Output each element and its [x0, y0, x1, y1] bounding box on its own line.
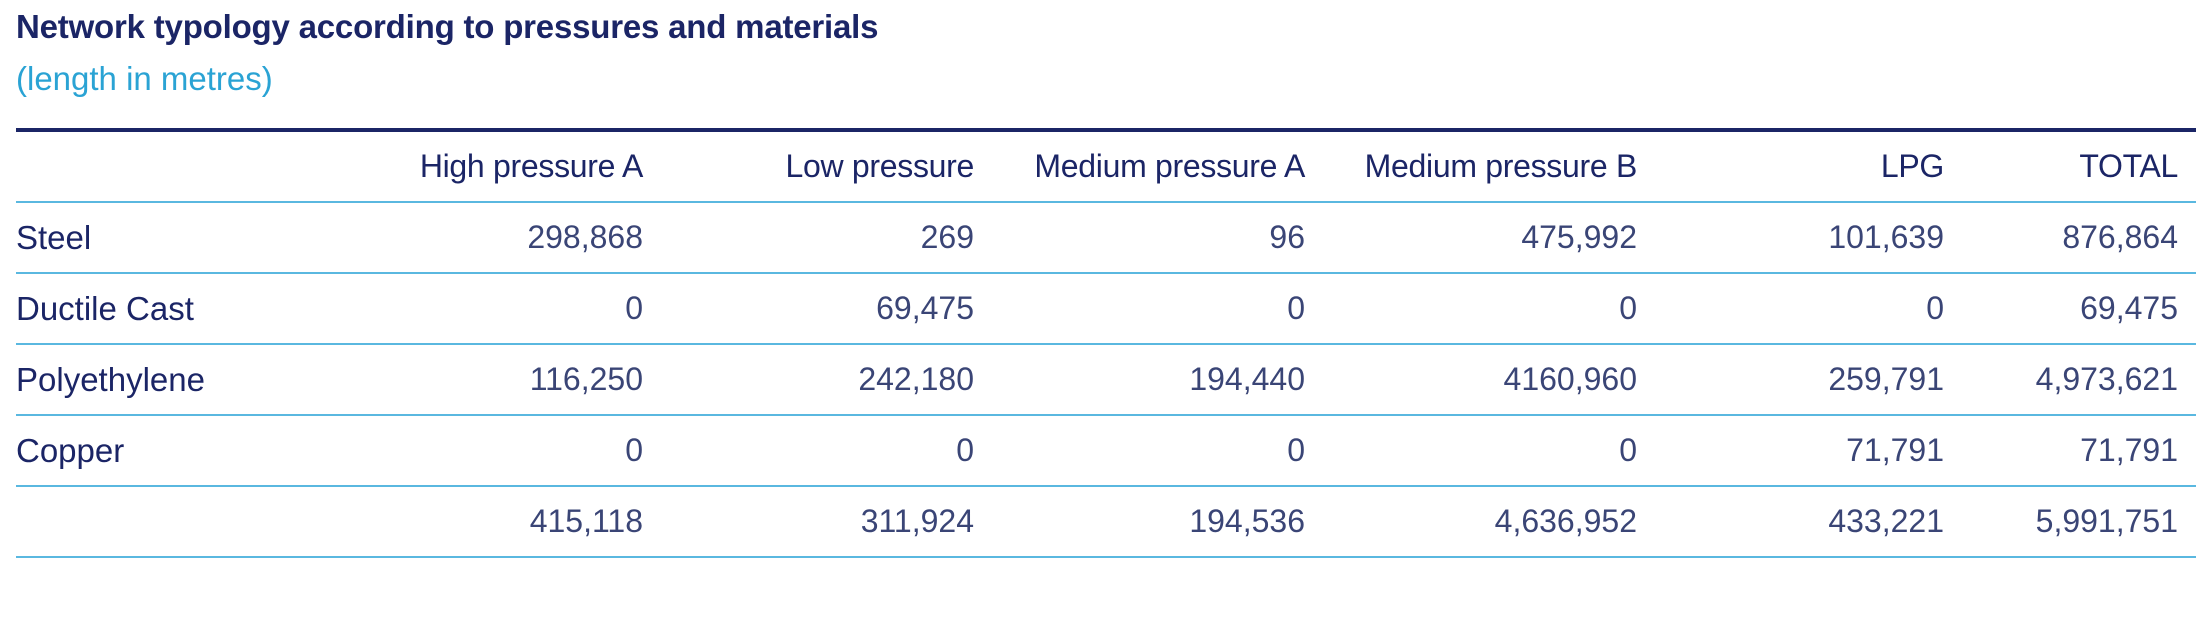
column-header-low-pressure: Low pressure — [643, 132, 974, 203]
table-cell: 269 — [643, 202, 974, 274]
table-row-steel: Steel 298,868 269 96 475,992 101,639 876… — [16, 202, 2196, 274]
column-header-high-pressure-a: High pressure A — [216, 132, 643, 203]
table-cell-total: 876,864 — [1944, 202, 2196, 274]
table-cell-total: 4,973,621 — [1944, 344, 2196, 416]
table-cell: 69,475 — [643, 273, 974, 345]
column-header-total: TOTAL — [1944, 132, 2196, 203]
table-cell: 71,791 — [1637, 415, 1944, 487]
table-cell: 298,868 — [216, 202, 643, 274]
row-label: Polyethylene — [16, 344, 216, 416]
row-label: Copper — [16, 415, 216, 487]
table-row-copper: Copper 0 0 0 0 71,791 71,791 — [16, 415, 2196, 487]
table-cell: 0 — [1305, 273, 1637, 345]
page-title: Network typology according to pressures … — [16, 8, 879, 45]
table-cell: 0 — [1305, 415, 1637, 487]
table-cell-total: 71,791 — [1944, 415, 2196, 487]
table-cell: 194,536 — [974, 486, 1305, 558]
column-header-material — [16, 132, 216, 203]
page-subtitle: (length in metres) — [16, 60, 273, 97]
table-cell: 96 — [974, 202, 1305, 274]
table-cell: 0 — [974, 273, 1305, 345]
column-header-medium-pressure-b: Medium pressure B — [1305, 132, 1637, 203]
table-cell: 116,250 — [216, 344, 643, 416]
table-cell: 0 — [1637, 273, 1944, 345]
row-label — [16, 486, 216, 558]
table-cell: 0 — [643, 415, 974, 487]
table-cell: 242,180 — [643, 344, 974, 416]
table-row-polyethylene: Polyethylene 116,250 242,180 194,440 416… — [16, 344, 2196, 416]
table-cell: 415,118 — [216, 486, 643, 558]
table-cell: 0 — [216, 273, 643, 345]
table-cell: 311,924 — [643, 486, 974, 558]
column-header-lpg: LPG — [1637, 132, 1944, 203]
network-typology-table: High pressure A Low pressure Medium pres… — [16, 132, 2196, 558]
row-label: Steel — [16, 202, 216, 274]
table-cell: 101,639 — [1637, 202, 1944, 274]
table-cell: 194,440 — [974, 344, 1305, 416]
table-cell: 433,221 — [1637, 486, 1944, 558]
table-cell: 0 — [216, 415, 643, 487]
row-label: Ductile Cast — [16, 273, 216, 345]
table-cell: 0 — [974, 415, 1305, 487]
table-cell: 4160,960 — [1305, 344, 1637, 416]
table-row-totals: 415,118 311,924 194,536 4,636,952 433,22… — [16, 486, 2196, 558]
column-header-medium-pressure-a: Medium pressure A — [974, 132, 1305, 203]
table-cell-total: 69,475 — [1944, 273, 2196, 345]
table-top-rule — [16, 128, 2196, 132]
table-header-row: High pressure A Low pressure Medium pres… — [16, 132, 2196, 203]
table-cell-total: 5,991,751 — [1944, 486, 2196, 558]
table-cell: 259,791 — [1637, 344, 1944, 416]
table-row-ductile-cast: Ductile Cast 0 69,475 0 0 0 69,475 — [16, 273, 2196, 345]
table-cell: 4,636,952 — [1305, 486, 1637, 558]
table-cell: 475,992 — [1305, 202, 1637, 274]
